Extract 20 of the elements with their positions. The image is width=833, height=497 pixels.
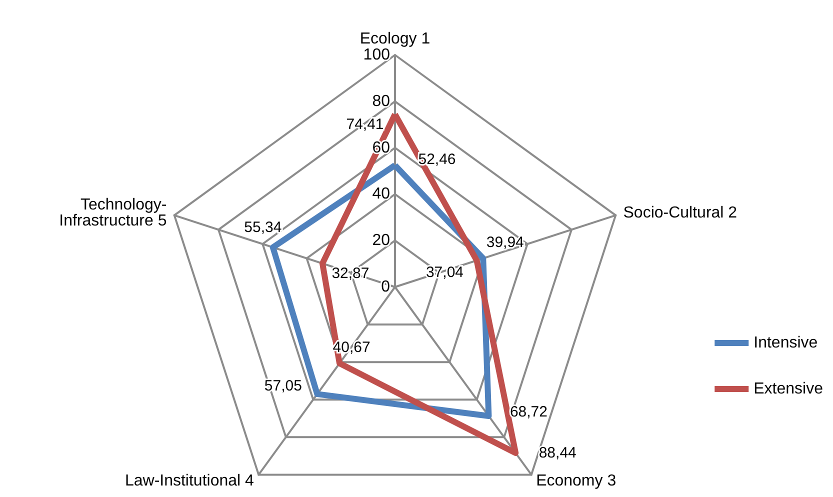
y-tick-label: 100 [363, 46, 390, 64]
y-tick-label: 20 [372, 232, 390, 250]
data-label: 88,44 [538, 444, 576, 462]
spoke-label: Socio-Cultural 2 [623, 204, 738, 222]
data-label: 57,05 [264, 378, 302, 395]
data-label: 68,72 [510, 403, 548, 420]
data-label: 32,87 [332, 264, 370, 282]
y-tick-label: 0 [381, 278, 390, 296]
data-label: 74,41 [346, 116, 384, 133]
spoke-label: Law-Institutional 4 [124, 472, 254, 490]
spoke-label: Economy 3 [536, 472, 616, 490]
spoke-label: Technology- Infrastructure 5 [59, 196, 167, 230]
y-tick-label: 40 [372, 186, 390, 203]
data-label: 55,34 [244, 218, 282, 236]
spoke-label: Ecology 1 [360, 30, 430, 48]
data-label: 37,04 [426, 264, 464, 281]
y-tick-label: 80 [372, 92, 390, 110]
legend-label: Intensive [754, 334, 818, 352]
legend-label: Extensive [754, 380, 824, 398]
data-label: 39,94 [486, 234, 524, 251]
